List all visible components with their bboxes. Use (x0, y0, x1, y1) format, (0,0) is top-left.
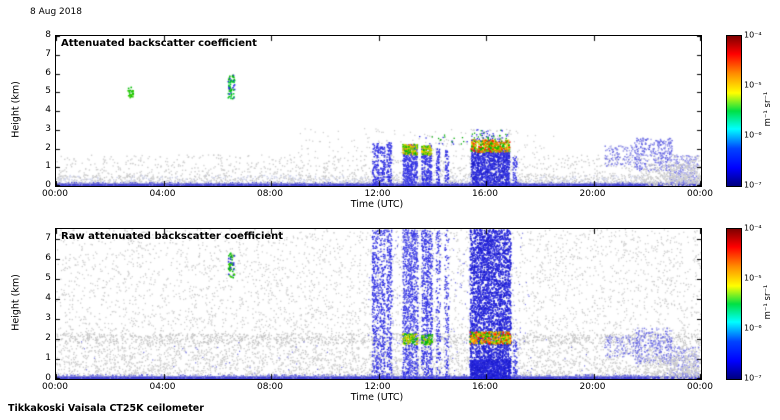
y-tick-label: 2 (45, 142, 51, 153)
panel-attenuated-backscatter: Attenuated backscatter coefficient (55, 35, 702, 187)
colorbar-tick-label: 10⁻⁷ (744, 373, 762, 383)
plot-canvas-0 (56, 36, 701, 186)
colorbar-tick-label: 10⁻⁴ (744, 30, 762, 40)
colorbar-tick-label: 10⁻⁶ (744, 130, 762, 140)
colorbar-bottom (726, 228, 742, 380)
y-tick-label: 1 (45, 161, 51, 172)
colorbar-unit-label-top: m⁻¹ sr⁻¹ (763, 91, 773, 127)
y-tick-label: 8 (45, 30, 51, 40)
colorbar-tick-label: 10⁻⁶ (744, 323, 762, 333)
x-tick-label: 16:00 (472, 189, 498, 199)
y-tick-label: 1 (45, 353, 51, 363)
colorbar-unit-label-bottom: m⁻¹ sr⁻¹ (763, 284, 773, 320)
x-tick-label: 12:00 (364, 189, 391, 199)
y-tick-label: 3 (45, 313, 51, 323)
instrument-label: Tikkakoski Vaisala CT25K ceilometer (8, 403, 204, 414)
x-axis-label-top: Time (UTC) (350, 199, 404, 210)
y-tick-label: 5 (45, 273, 51, 283)
colorbar-tick-label: 10⁻⁴ (744, 223, 762, 233)
panel-raw-backscatter: Raw attenuated backscatter coefficient (55, 228, 702, 380)
x-tick-label: 16:00 (472, 382, 498, 392)
x-tick-label: 00:00 (687, 189, 713, 199)
colorbar-tick-label: 10⁻⁷ (744, 180, 762, 190)
date-label: 8 Aug 2018 (30, 7, 82, 17)
y-tick-label: 7 (45, 48, 51, 59)
x-tick-label: 00:00 (42, 382, 68, 392)
y-tick-label: 7 (45, 233, 51, 243)
x-axis-label-bottom: Time (UTC) (350, 392, 404, 403)
x-tick-label: 08:00 (257, 189, 283, 199)
x-tick-label: 20:00 (579, 382, 606, 392)
colorbar-tick-label: 10⁻⁵ (744, 273, 762, 283)
x-tick-label: 08:00 (257, 382, 283, 392)
y-tick-label: 6 (45, 67, 51, 78)
colorbar-tick-label: 10⁻⁵ (744, 80, 762, 90)
x-tick-label: 00:00 (42, 189, 68, 199)
y-tick-label: 6 (45, 253, 51, 263)
y-tick-label: 0 (45, 373, 51, 383)
panel-title-attenuated: Attenuated backscatter coefficient (61, 38, 257, 49)
x-tick-label: 12:00 (364, 382, 391, 392)
colorbar-top (726, 35, 742, 187)
y-tick-label: 3 (45, 123, 51, 134)
x-tick-label: 00:00 (687, 382, 713, 392)
x-tick-label: 04:00 (149, 382, 176, 392)
y-tick-label: 4 (45, 293, 51, 303)
y-axis-label-bottom: Height (km) (10, 274, 22, 331)
plot-canvas-1 (56, 229, 701, 379)
y-tick-label: 5 (45, 86, 51, 97)
y-tick-label: 0 (45, 180, 51, 190)
x-tick-label: 04:00 (149, 189, 176, 199)
y-axis-label-top: Height (km) (10, 81, 22, 138)
x-tick-label: 20:00 (579, 189, 606, 199)
panel-title-raw: Raw attenuated backscatter coefficient (61, 231, 284, 242)
y-tick-label: 4 (45, 105, 51, 115)
y-tick-label: 2 (45, 333, 51, 343)
